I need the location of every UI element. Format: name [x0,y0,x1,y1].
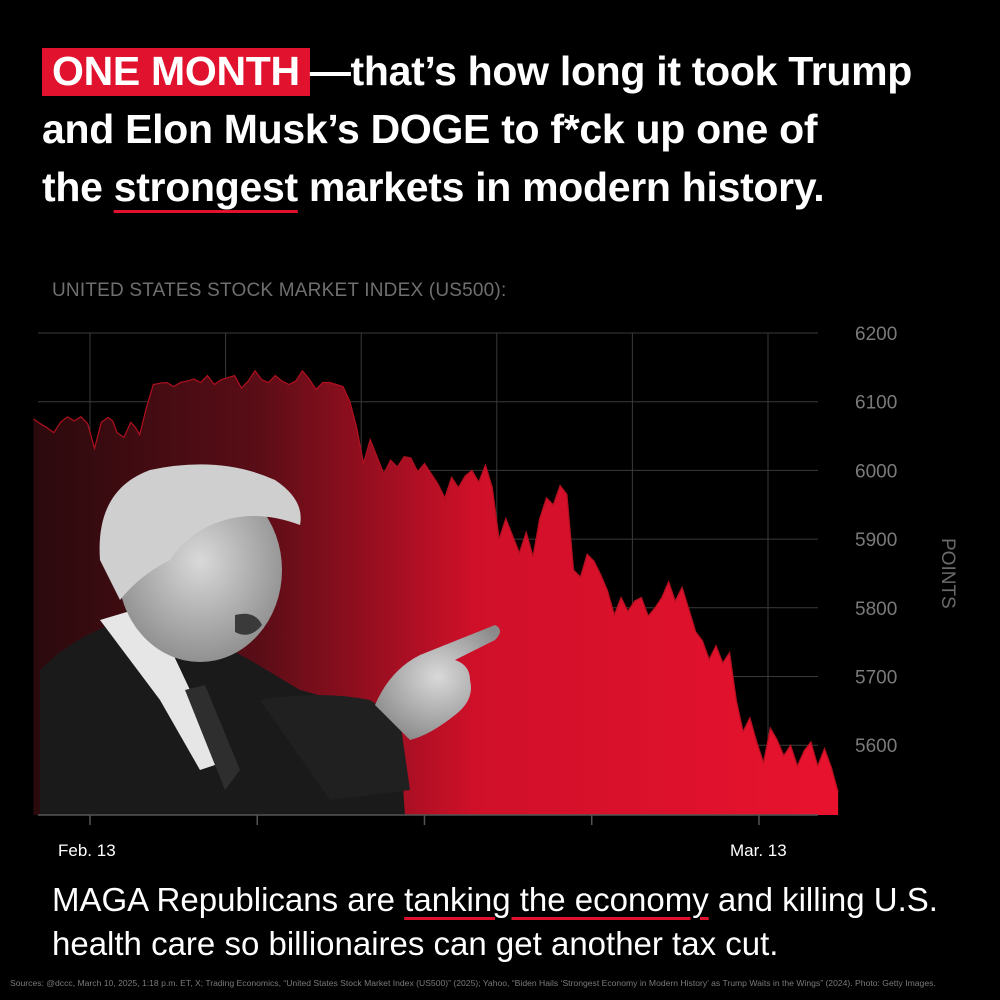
x-tick-label: Feb. 13 [58,841,116,860]
headline-line-1-rest: —that’s how long it took Trump [309,48,913,94]
photo-arm [260,695,410,800]
y-tick-label: 5800 [855,599,897,620]
bottom-message-pre: MAGA Republicans are [52,881,405,918]
y-tick-label: 5700 [855,668,897,689]
photo-hair [99,464,301,600]
pointing-man-photo [40,464,500,815]
chart-labels: 6200 6100 6000 5900 5800 5700 5600 Feb. 13 Mar. … [38,324,958,860]
photo-mouth [235,613,262,635]
sources-footnote: Sources: @dccc, March 10, 2025, 1:18 p.m… [10,978,936,988]
headline-highlight: ONE MONTH [42,48,310,96]
y-tick-label: 5600 [855,736,897,757]
series-line [33,369,839,793]
y-tick-label: 6000 [855,461,897,482]
photo-tie [185,685,240,790]
x-tick-label: Mar. 13 [730,841,787,860]
chart-title: UNITED STATES STOCK MARKET INDEX (US500)… [52,280,507,301]
bottom-message: MAGA Republicans are tanking the economy… [52,878,972,966]
headline-line-1: ONE MONTH —that’s how long it took Trump [42,42,972,100]
y-tick-label: 6100 [855,393,897,414]
bottom-message-underlined: tanking the economy [404,881,709,918]
headline: ONE MONTH —that’s how long it took Trump … [42,42,972,216]
photo-hand [375,625,500,740]
headline-underlined-word: strongest [113,164,298,210]
photo-shirt-collar [100,605,230,770]
headline-line-3-pre: the [42,164,114,210]
headline-line-2: and Elon Musk’s DOGE to f*ck up one of [42,106,818,152]
y-tick-label: 6200 [855,324,897,345]
y-tick-label: 5900 [855,530,897,551]
stock-index-chart: 6200 6100 6000 5900 5800 5700 5600 Feb. 13 Mar. … [33,324,958,860]
headline-line-3-post: markets in modern history. [297,164,825,210]
bottom-message-post: and killing U.S. health care so billiona… [52,881,938,962]
y-axis-label: POINTS [937,538,958,609]
headline-line-3: the strongest markets in modern history. [42,158,972,216]
